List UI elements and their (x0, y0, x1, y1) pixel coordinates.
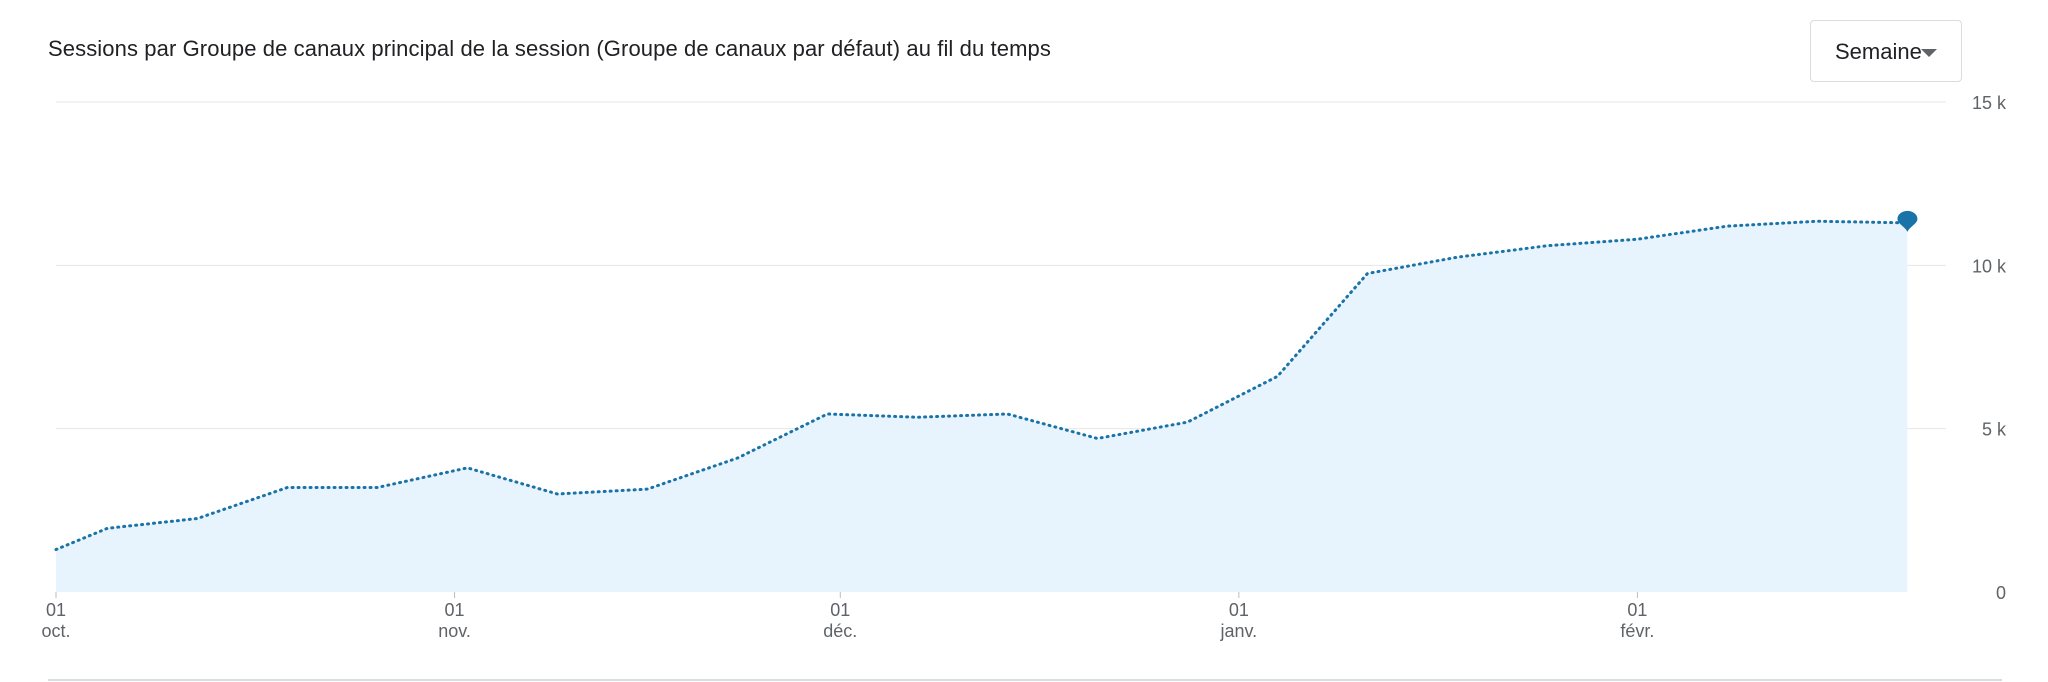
x-tick-day-label: 01 (46, 600, 66, 620)
series-line (54, 219, 1909, 552)
x-tick-day-label: 01 (445, 600, 465, 620)
last-point-marker (1897, 210, 1918, 232)
y-tick-label: 0 (1996, 583, 2006, 603)
x-tick-month-label: déc. (823, 621, 857, 641)
y-tick-label: 15 k (1972, 93, 2007, 113)
series-area (56, 221, 1908, 592)
x-tick-day-label: 01 (1627, 600, 1647, 620)
x-tick-month-label: nov. (438, 621, 471, 641)
x-tick-day-label: 01 (830, 600, 850, 620)
chart-title: Sessions par Groupe de canaux principal … (48, 36, 1051, 61)
y-tick-label: 5 k (1982, 420, 2007, 440)
chevron-down-icon (1921, 49, 1937, 57)
x-tick-day-label: 01 (1229, 600, 1249, 620)
period-select[interactable]: Semaine (1810, 20, 1962, 82)
x-tick-month-label: janv. (1220, 621, 1258, 641)
bottom-divider (48, 679, 2002, 681)
x-tick-month-label: oct. (41, 621, 70, 641)
period-select-value: Semaine (1835, 39, 1922, 64)
x-tick-month-label: févr. (1620, 621, 1654, 641)
y-tick-label: 10 k (1972, 256, 2007, 276)
